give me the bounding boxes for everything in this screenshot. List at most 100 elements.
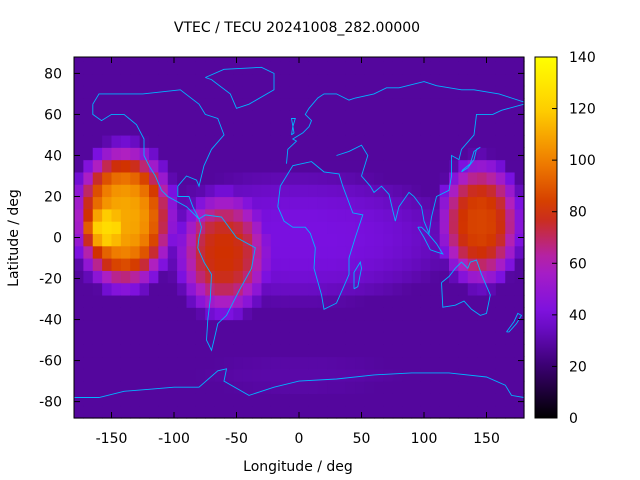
heatmap-cell	[280, 258, 291, 271]
heatmap-cell	[74, 208, 84, 222]
heatmap-cell	[167, 110, 178, 124]
heatmap-cell	[514, 356, 525, 370]
heatmap-cell	[299, 110, 309, 124]
heatmap-cell	[345, 331, 356, 345]
heatmap-cell	[439, 171, 450, 185]
heatmap-cell	[467, 245, 478, 259]
heatmap-cell	[449, 147, 459, 161]
heatmap-cell	[402, 221, 413, 234]
y-tick-label: -40	[39, 313, 62, 329]
heatmap-cell	[158, 110, 169, 124]
heatmap-cell	[280, 122, 291, 136]
heatmap-cell	[449, 356, 459, 370]
heatmap-cell	[120, 282, 131, 296]
heatmap-cell	[467, 110, 478, 124]
heatmap-cell	[158, 258, 169, 271]
heatmap-cell	[439, 344, 450, 358]
heatmap-cell	[374, 61, 384, 75]
heatmap-cell	[205, 307, 216, 321]
heatmap-cell	[167, 258, 178, 271]
heatmap-cell	[336, 171, 347, 185]
heatmap-cell	[355, 245, 366, 259]
heatmap-cell	[308, 331, 319, 345]
heatmap-cell	[130, 122, 141, 136]
heatmap-cell	[83, 134, 94, 148]
heatmap-cell	[449, 134, 459, 148]
heatmap-cell	[233, 258, 244, 271]
heatmap-cell	[130, 393, 141, 407]
heatmap-cell	[420, 356, 431, 370]
heatmap-cell	[402, 393, 413, 407]
heatmap-cell	[327, 393, 338, 407]
heatmap-cell	[177, 110, 188, 124]
heatmap-cell	[261, 381, 272, 394]
heatmap-cell	[111, 307, 122, 321]
heatmap-cell	[167, 356, 178, 370]
coastline	[286, 81, 525, 164]
heatmap-cell	[130, 61, 141, 75]
heatmap-cell	[505, 270, 516, 284]
heatmap-cell	[449, 294, 459, 308]
heatmap-cell	[449, 73, 459, 87]
heatmap-cell	[102, 405, 113, 419]
heatmap-cell	[458, 57, 469, 62]
heatmap-cell	[205, 73, 216, 87]
heatmap-cell	[383, 134, 394, 148]
heatmap-cell	[280, 319, 291, 333]
heatmap-cell	[261, 196, 272, 210]
heatmap-cell	[308, 245, 319, 259]
coastline	[290, 118, 296, 136]
heatmap-cell	[430, 122, 441, 136]
heatmap-cell	[317, 147, 328, 161]
heatmap-cell	[214, 159, 225, 173]
heatmap-cell	[83, 282, 94, 296]
heatmap-cell	[233, 196, 244, 210]
heatmap-cell	[214, 184, 225, 198]
heatmap-cell	[299, 171, 309, 185]
heatmap-cell	[139, 122, 150, 136]
heatmap-cell	[374, 73, 384, 87]
heatmap-cell	[374, 221, 384, 234]
heatmap-cell	[242, 134, 253, 148]
heatmap-cell	[364, 245, 375, 259]
heatmap-cell	[149, 393, 159, 407]
heatmap-cell	[120, 98, 131, 111]
heatmap-cell	[411, 258, 422, 271]
heatmap-cell	[83, 381, 94, 394]
heatmap-cell	[177, 147, 188, 161]
heatmap-cell	[449, 258, 459, 271]
heatmap-cell	[205, 245, 216, 259]
heatmap-cell	[139, 134, 150, 148]
heatmap-cell	[74, 381, 84, 394]
heatmap-cell	[233, 282, 244, 296]
heatmap-cell	[486, 393, 497, 407]
heatmap-cell	[214, 344, 225, 358]
heatmap-cell	[514, 307, 525, 321]
heatmap-cell	[186, 270, 197, 284]
heatmap-cell	[383, 196, 394, 210]
heatmap-cell	[374, 356, 384, 370]
heatmap-cell	[130, 233, 141, 247]
heatmap-cell	[467, 393, 478, 407]
heatmap-cell	[486, 122, 497, 136]
heatmap-cell	[317, 208, 328, 222]
heatmap-cell	[83, 319, 94, 333]
heatmap-cell	[308, 196, 319, 210]
heatmap-cell	[280, 134, 291, 148]
heatmap-cell	[449, 381, 459, 394]
heatmap-cell	[345, 73, 356, 87]
heatmap-cell	[261, 356, 272, 370]
heatmap-cell	[402, 282, 413, 296]
heatmap-cell	[345, 368, 356, 382]
heatmap-cell	[402, 122, 413, 136]
heatmap-cell	[252, 393, 263, 407]
heatmap-cell	[458, 110, 469, 124]
heatmap-cell	[495, 245, 506, 259]
heatmap-cell	[242, 57, 253, 62]
heatmap-cell	[139, 331, 150, 345]
heatmap-cell	[420, 294, 431, 308]
heatmap-cell	[449, 85, 459, 99]
heatmap-cell	[411, 331, 422, 345]
heatmap-cell	[374, 393, 384, 407]
heatmap-cell	[74, 294, 84, 308]
